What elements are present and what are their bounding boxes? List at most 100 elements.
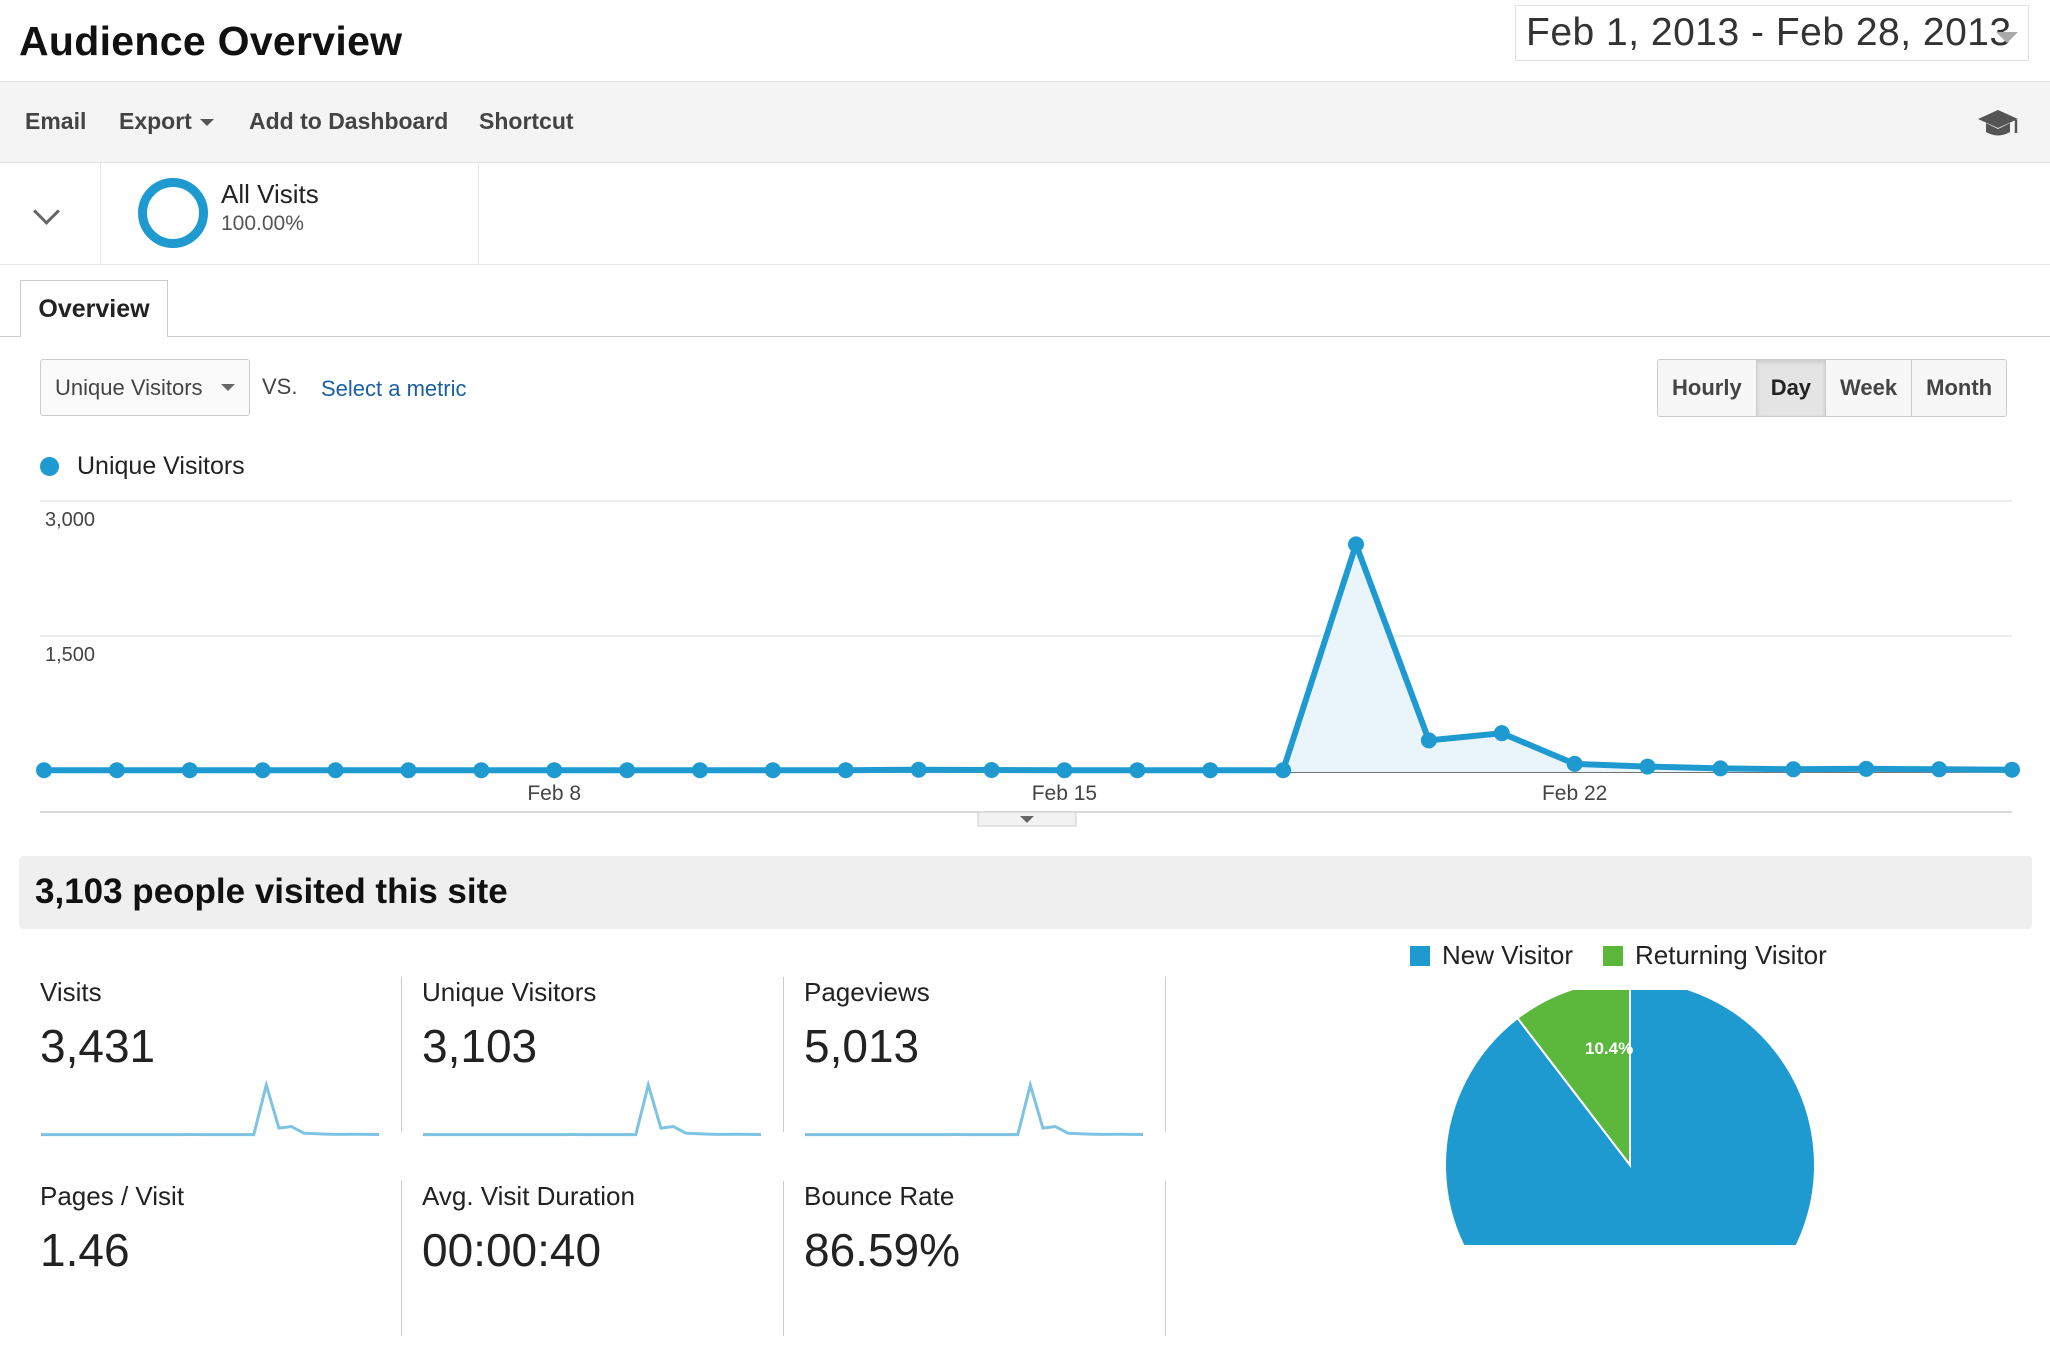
graduation-cap-icon[interactable]: [1976, 106, 2020, 142]
data-point[interactable]: [1785, 761, 1802, 778]
data-point[interactable]: [36, 762, 52, 779]
stat-visits: Visits 3,431: [20, 977, 402, 1147]
sparkline-path: [423, 1079, 762, 1137]
line-chart: 3,000 1,500 Feb 8 Feb 15 Feb 22: [36, 500, 2020, 827]
date-range-picker[interactable]: Feb 1, 2013 - Feb 28, 2013: [1515, 5, 2029, 61]
pie-legend: New Visitor Returning Visitor: [1410, 940, 1857, 971]
stat-divider: [783, 977, 784, 1132]
data-point[interactable]: [546, 762, 563, 779]
shortcut-button[interactable]: Shortcut: [479, 108, 574, 134]
y-tick-label: 1,500: [45, 644, 95, 666]
sparkline: [423, 1079, 762, 1137]
export-label: Export: [119, 108, 192, 134]
pie-slice[interactable]: [1516, 990, 1631, 1168]
data-point[interactable]: [1566, 755, 1583, 772]
data-point[interactable]: [910, 761, 927, 778]
pie-chart: 10.4%: [1444, 990, 1816, 1245]
metric-select[interactable]: Unique Visitors: [40, 359, 250, 416]
donut-icon: [138, 178, 208, 248]
area-fill: [44, 544, 2012, 772]
data-point[interactable]: [1712, 760, 1729, 777]
data-point[interactable]: [1275, 762, 1292, 779]
legend-label: New Visitor: [1442, 940, 1574, 970]
data-point[interactable]: [837, 762, 854, 779]
chart-legend: Unique Visitors: [40, 452, 245, 481]
legend-swatch: [1410, 945, 1430, 966]
stat-avg-visit-duration: Avg. Visit Duration 00:00:40: [402, 1181, 784, 1351]
data-point[interactable]: [983, 762, 1000, 779]
stat-pageviews: Pageviews 5,013: [784, 977, 1166, 1147]
metric-select-value: Unique Visitors: [55, 374, 203, 400]
month-button[interactable]: Month: [1912, 360, 2007, 416]
stat-value: 3,431: [40, 1020, 156, 1072]
data-point[interactable]: [1639, 758, 1656, 775]
stat-value: 5,013: [804, 1020, 920, 1072]
summary-headline-bar: 3,103 people visited this site: [19, 856, 2032, 929]
x-tick-label: Feb 15: [1032, 782, 1097, 805]
data-point[interactable]: [2004, 761, 2020, 778]
data-point[interactable]: [1858, 760, 1875, 777]
tab-overview[interactable]: Overview: [20, 280, 168, 337]
stat-bounce-rate: Bounce Rate 86.59%: [784, 1181, 1166, 1351]
stat-label: Pages / Visit: [40, 1181, 185, 1211]
date-range-text: Feb 1, 2013 - Feb 28, 2013: [1526, 11, 2012, 54]
data-point[interactable]: [327, 762, 344, 779]
email-button[interactable]: Email: [25, 108, 87, 134]
caret-down-icon: [1020, 816, 1034, 823]
stat-divider: [401, 977, 402, 1132]
stat-label: Unique Visitors: [422, 977, 597, 1007]
caret-down-icon: [199, 119, 214, 127]
segment-name: All Visits: [221, 179, 319, 209]
granularity-toggle: Hourly Day Week Month: [1657, 359, 2008, 417]
data-point[interactable]: [1129, 762, 1146, 779]
pie-data-label: 10.4%: [1585, 1039, 1633, 1058]
caret-down-icon: [221, 384, 235, 391]
segment-percent: 100.00%: [221, 212, 304, 235]
legend-swatch: [1603, 945, 1624, 966]
sparkline-path: [805, 1079, 1144, 1137]
export-button[interactable]: Export: [119, 108, 214, 135]
data-point[interactable]: [1493, 725, 1510, 742]
data-point[interactable]: [181, 762, 198, 779]
stat-label: Visits: [40, 977, 102, 1007]
data-point[interactable]: [108, 762, 125, 779]
vs-label: VS.: [262, 374, 298, 399]
stat-divider: [1165, 1181, 1166, 1336]
legend-label: Returning Visitor: [1635, 940, 1827, 970]
data-point[interactable]: [692, 762, 708, 779]
stat-value: 86.59%: [804, 1224, 961, 1276]
chevron-down-icon: [33, 198, 60, 225]
summary-headline: 3,103 people visited this site: [35, 872, 508, 911]
stat-unique-visitors: Unique Visitors 3,103: [402, 977, 784, 1147]
segment-toggle[interactable]: [0, 163, 101, 264]
series-line-unique-visitors: [44, 541, 2013, 774]
select-metric-link[interactable]: Select a metric: [321, 376, 467, 401]
legend-item-new-visitor: New Visitor: [1410, 940, 1573, 971]
segment-all-visits[interactable]: All Visits 100.00%: [100, 163, 479, 264]
data-point[interactable]: [1202, 762, 1219, 779]
x-tick-label: Feb 8: [527, 782, 581, 805]
sparkline-path: [41, 1079, 380, 1137]
hourly-button[interactable]: Hourly: [1658, 360, 1757, 416]
x-tick-label: Feb 22: [1542, 782, 1607, 805]
stat-label: Bounce Rate: [804, 1181, 955, 1211]
day-button[interactable]: Day: [1756, 360, 1827, 416]
data-point[interactable]: [619, 762, 636, 779]
add-to-dashboard-button[interactable]: Add to Dashboard: [249, 108, 449, 134]
data-point[interactable]: [400, 762, 417, 779]
data-point[interactable]: [1348, 536, 1364, 553]
data-point[interactable]: [473, 762, 490, 779]
stat-value: 00:00:40: [422, 1224, 602, 1276]
stat-value: 3,103: [422, 1020, 538, 1072]
sparkline: [805, 1079, 1144, 1137]
data-point[interactable]: [1420, 732, 1437, 749]
data-point[interactable]: [1056, 762, 1073, 779]
pie-slice[interactable]: [1444, 990, 1816, 1245]
page-title: Audience Overview: [19, 18, 403, 64]
data-point[interactable]: [764, 762, 781, 779]
tab-divider: [0, 336, 2050, 337]
week-button[interactable]: Week: [1826, 360, 1913, 416]
chevron-down-icon[interactable]: [1996, 32, 2018, 43]
data-point[interactable]: [1931, 761, 1948, 778]
data-point[interactable]: [254, 762, 271, 779]
